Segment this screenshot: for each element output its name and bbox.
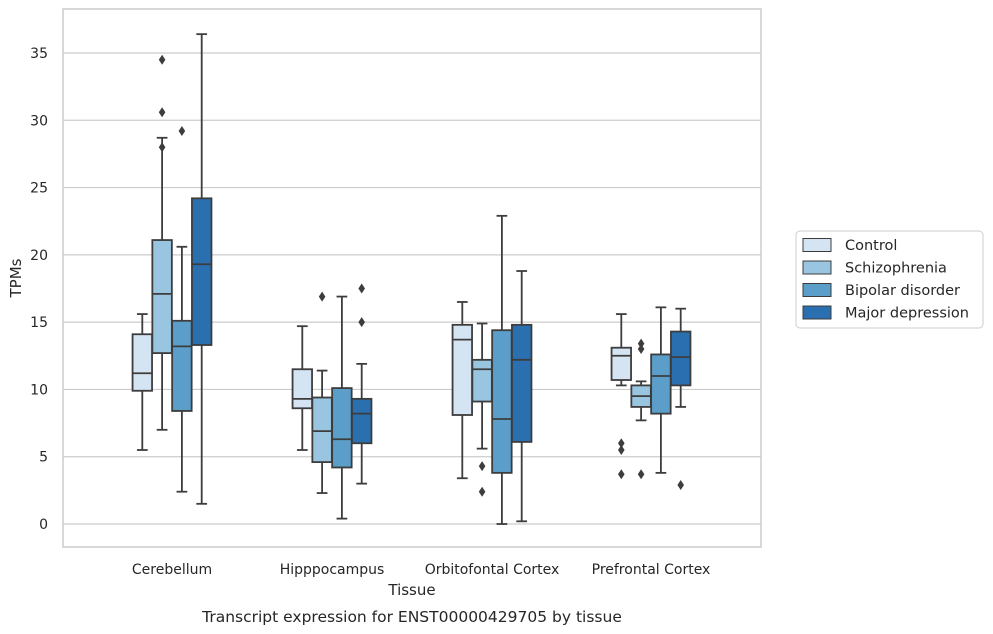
iqr-box xyxy=(511,323,533,443)
y-tick-label: 20 xyxy=(30,248,48,264)
outlier-point xyxy=(618,444,625,455)
outlier-point xyxy=(618,469,625,480)
box-bipolar-disorder-0 xyxy=(171,126,193,493)
box-schizophrenia-0 xyxy=(151,54,173,431)
chart-caption: Transcript expression for ENST0000042970… xyxy=(201,608,622,626)
outlier-point xyxy=(478,486,486,497)
box-bipolar-disorder-3 xyxy=(650,306,672,474)
iqr-box xyxy=(351,397,373,445)
x-tick-label: Prefrontal Cortex xyxy=(592,562,711,578)
x-tick-label: Hipppocampus xyxy=(280,562,385,578)
legend-swatch xyxy=(802,260,832,275)
outlier-point xyxy=(637,344,645,355)
outlier-point xyxy=(158,107,166,118)
outlier-point xyxy=(618,438,625,449)
y-tick-labels: 0 5 10 15 20 25 30 35 xyxy=(30,46,48,533)
legend-swatch xyxy=(802,305,832,320)
outlier-point xyxy=(158,54,166,65)
y-axis-title: TPMs xyxy=(7,258,25,298)
legend-label: Control xyxy=(845,238,897,254)
iqr-box xyxy=(670,330,692,387)
x-tick-label: Cerebellum xyxy=(132,562,212,578)
x-axis-title: Tissue xyxy=(387,581,435,599)
outlier-point xyxy=(358,283,365,294)
iqr-box xyxy=(451,323,473,416)
outlier-point xyxy=(358,317,365,328)
iqr-box xyxy=(491,329,513,474)
legend-frame xyxy=(795,230,984,329)
outlier-point xyxy=(637,338,645,349)
outlier-point xyxy=(478,461,486,472)
box-major-depression-0 xyxy=(191,33,213,505)
legend-label: Major depression xyxy=(845,306,969,322)
legend-label: Schizophrenia xyxy=(845,261,947,277)
y-tick-label: 35 xyxy=(30,46,48,62)
box-bipolar-disorder-1 xyxy=(331,295,353,520)
box-major-depression-1 xyxy=(351,283,373,485)
box-schizophrenia-2 xyxy=(471,322,493,497)
iqr-box xyxy=(650,353,672,415)
box-schizophrenia-1 xyxy=(311,291,333,494)
outlier-point xyxy=(158,142,166,153)
outlier-point xyxy=(637,469,645,480)
legend: Control Schizophrenia Bipolar disorder Majo… xyxy=(795,230,984,329)
y-tick-label: 10 xyxy=(30,382,48,398)
iqr-box xyxy=(291,368,313,410)
box-control-1 xyxy=(291,325,313,451)
y-tick-label: 15 xyxy=(30,315,48,331)
legend-swatch xyxy=(802,283,832,297)
box-control-0 xyxy=(131,313,153,451)
iqr-box xyxy=(331,387,353,469)
outlier-point xyxy=(677,479,684,490)
box-major-depression-3 xyxy=(670,307,692,490)
iqr-box xyxy=(131,333,153,392)
iqr-box xyxy=(471,358,493,403)
y-tick-label: 5 xyxy=(39,450,48,466)
y-tick-label: 30 xyxy=(30,113,48,129)
box-control-3 xyxy=(610,313,632,480)
outlier-point xyxy=(178,126,186,137)
x-tick-labels: Cerebellum Hipppocampus Orbitofontal Corte… xyxy=(132,562,710,578)
x-tick-label: Orbitofontal Cortex xyxy=(425,562,560,578)
box-major-depression-2 xyxy=(511,270,533,523)
iqr-box xyxy=(610,346,632,381)
iqr-box xyxy=(151,239,173,354)
plot-area xyxy=(63,9,761,547)
iqr-box xyxy=(191,197,213,346)
y-tick-label: 0 xyxy=(39,517,48,533)
box-control-2 xyxy=(451,301,473,480)
iqr-box xyxy=(171,319,193,412)
boxes xyxy=(131,33,692,525)
outlier-point xyxy=(318,291,326,302)
box-bipolar-disorder-2 xyxy=(491,214,513,525)
legend-label: Bipolar disorder xyxy=(845,283,960,299)
plot-frame xyxy=(62,8,762,548)
y-tick-label: 25 xyxy=(30,181,48,197)
iqr-box xyxy=(311,396,333,463)
legend-swatch xyxy=(802,238,832,252)
